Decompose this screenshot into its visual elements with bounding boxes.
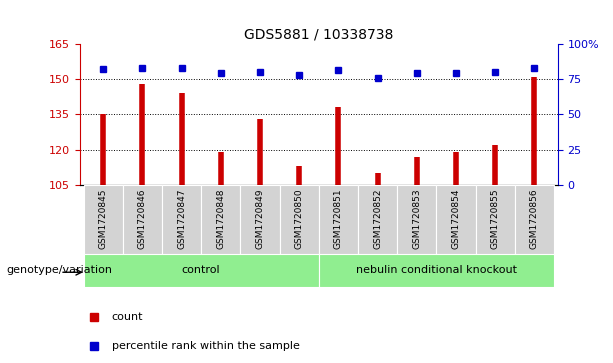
Bar [123, 185, 162, 254]
Text: GSM1720853: GSM1720853 [412, 189, 421, 249]
Text: GSM1720852: GSM1720852 [373, 189, 382, 249]
Text: nebulin conditional knockout: nebulin conditional knockout [356, 265, 517, 276]
Bar [280, 185, 319, 254]
Text: GSM1720845: GSM1720845 [99, 189, 108, 249]
Text: GSM1720855: GSM1720855 [490, 189, 500, 249]
Text: GSM1720849: GSM1720849 [256, 189, 264, 249]
Text: GSM1720847: GSM1720847 [177, 189, 186, 249]
Bar [319, 254, 554, 287]
Bar [397, 185, 436, 254]
Bar [358, 185, 397, 254]
Bar [201, 185, 240, 254]
Text: GSM1720851: GSM1720851 [334, 189, 343, 249]
Text: GSM1720848: GSM1720848 [216, 189, 226, 249]
Bar [162, 185, 201, 254]
Text: control: control [182, 265, 221, 276]
Text: genotype/variation: genotype/variation [6, 265, 112, 276]
Bar [476, 185, 515, 254]
Text: GSM1720850: GSM1720850 [295, 189, 303, 249]
Text: GSM1720854: GSM1720854 [451, 189, 460, 249]
Bar [83, 254, 319, 287]
Bar [319, 185, 358, 254]
Text: count: count [112, 312, 143, 322]
Title: GDS5881 / 10338738: GDS5881 / 10338738 [244, 27, 394, 41]
Bar [515, 185, 554, 254]
Text: GSM1720856: GSM1720856 [530, 189, 539, 249]
Bar [436, 185, 476, 254]
Bar [240, 185, 280, 254]
Bar [83, 185, 123, 254]
Text: GSM1720846: GSM1720846 [138, 189, 147, 249]
Text: percentile rank within the sample: percentile rank within the sample [112, 341, 299, 351]
